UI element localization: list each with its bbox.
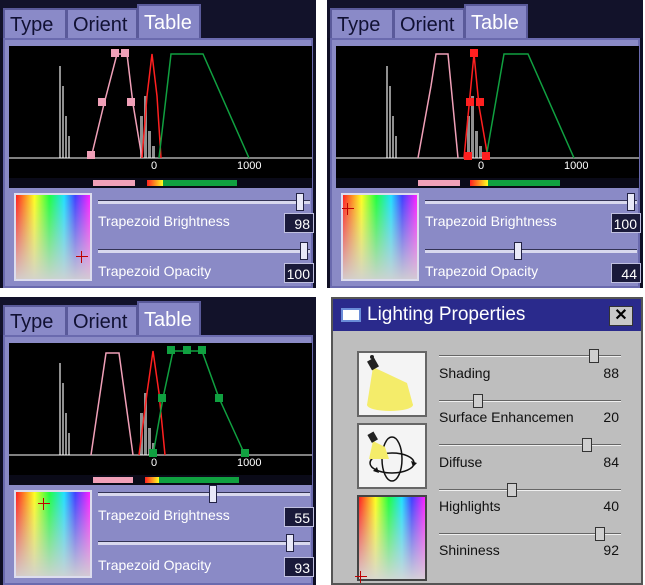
shading-thumb[interactable] [588,349,599,363]
highlights-thumb[interactable] [507,483,517,497]
tab-table[interactable]: Table [137,4,201,38]
shininess-value: 92 [603,542,619,558]
brightness-value[interactable]: 98 [284,213,314,233]
color-picker[interactable] [14,193,92,281]
tab-orient[interactable]: Orient [66,8,138,38]
tab-bar: Type Orient Table [0,0,316,38]
brightness-slider[interactable] [425,193,637,211]
lighting-properties-window: Lighting Properties ✕ Shading 88 Surface… [331,297,643,585]
brightness-thumb[interactable] [209,485,218,503]
rotate-light-button[interactable] [357,423,427,489]
axis-max-label: 1000 [564,160,589,172]
opacity-value[interactable]: 93 [284,557,314,577]
transfer-function-plot[interactable]: 0 1000 [9,343,312,475]
surface-enhancement-label: Surface Enhancemen [439,409,574,425]
red-trapezoid [141,53,162,159]
tab-table[interactable]: Table [464,4,528,38]
spotlight-icon [367,355,413,411]
spotlight-button[interactable] [357,351,427,417]
control-points [87,49,135,159]
highlights-slider[interactable] [439,483,621,497]
color-picker[interactable] [341,193,419,281]
histogram [59,66,155,158]
brightness-value[interactable]: 100 [611,213,641,233]
diffuse-thumb[interactable] [581,438,592,452]
trapezoid-color-strip [9,475,312,485]
tab-type[interactable]: Type [330,8,394,38]
color-cursor[interactable] [76,251,88,263]
green-trapezoid [158,53,250,159]
light-color-picker[interactable] [355,495,427,583]
opacity-value[interactable]: 44 [611,263,641,283]
brightness-value[interactable]: 55 [284,507,314,527]
control-points [464,49,490,160]
axis-zero-label: 0 [151,457,158,469]
diffuse-label: Diffuse [439,454,483,470]
shininess-thumb[interactable] [595,527,606,541]
shininess-label: Shininess [439,542,500,558]
opacity-thumb[interactable] [513,242,522,260]
surface-enhancement-value: 20 [603,409,619,425]
brightness-thumb[interactable] [627,193,635,211]
color-cursor[interactable] [38,498,50,510]
tab-bar: Type Orient Table [0,297,316,335]
green-trapezoid [152,350,246,456]
tab-type[interactable]: Type [3,8,67,38]
title-bar: Lighting Properties ✕ [333,299,641,331]
transfer-panel-2: Type Orient Table 0 1000 [327,0,643,288]
color-picker[interactable] [14,490,92,578]
trapezoid-color-strip [336,178,639,188]
opacity-slider[interactable] [425,242,637,260]
brightness-label: Trapezoid Brightness [98,213,230,229]
brightness-slider[interactable] [98,485,310,503]
color-cursor[interactable] [355,571,367,583]
transfer-panel-1: Type Orient Table 0 1000 [0,0,316,288]
green-trapezoid [485,53,575,159]
window-title: Lighting Properties [367,304,526,325]
transfer-function-plot[interactable]: 0 1000 [336,46,639,178]
transfer-function-plot[interactable]: 0 1000 [9,46,312,178]
axis-max-label: 1000 [237,160,262,172]
pink-trapezoid [90,352,134,456]
highlights-value: 40 [603,498,619,514]
shininess-slider[interactable] [439,527,621,541]
tab-orient[interactable]: Orient [66,305,138,335]
shading-slider[interactable] [439,349,621,363]
shading-value: 88 [603,365,619,381]
axis-max-label: 1000 [237,457,262,469]
transfer-panel-3: Type Orient Table 0 1000 [0,297,316,585]
rotate-light-icon [367,431,417,482]
tab-bar: Type Orient Table [327,0,643,38]
tab-type[interactable]: Type [3,305,67,335]
axis-zero-label: 0 [478,160,485,172]
brightness-thumb[interactable] [295,193,304,211]
opacity-label: Trapezoid Opacity [98,557,212,573]
opacity-thumb[interactable] [300,242,308,260]
brightness-slider[interactable] [98,193,310,211]
axis-zero-label: 0 [151,160,158,172]
opacity-thumb[interactable] [285,534,294,552]
histogram [386,66,482,158]
pink-trapezoid [417,53,459,159]
window-icon [341,308,361,322]
surface-enhancement-thumb[interactable] [473,394,483,408]
opacity-label: Trapezoid Opacity [98,263,212,279]
color-cursor[interactable] [342,203,354,215]
trapezoid-color-strip [9,178,312,188]
surface-enhancement-slider[interactable] [439,394,621,408]
brightness-label: Trapezoid Brightness [425,213,557,229]
brightness-label: Trapezoid Brightness [98,507,230,523]
opacity-slider[interactable] [98,242,310,260]
diffuse-value: 84 [603,454,619,470]
opacity-value[interactable]: 100 [284,263,314,283]
tab-orient[interactable]: Orient [393,8,465,38]
opacity-label: Trapezoid Opacity [425,263,539,279]
shading-label: Shading [439,365,491,381]
close-button[interactable]: ✕ [609,306,633,326]
control-points [149,346,249,457]
diffuse-slider[interactable] [439,438,621,452]
tab-table[interactable]: Table [137,301,201,335]
opacity-slider[interactable] [98,534,310,552]
highlights-label: Highlights [439,498,501,514]
